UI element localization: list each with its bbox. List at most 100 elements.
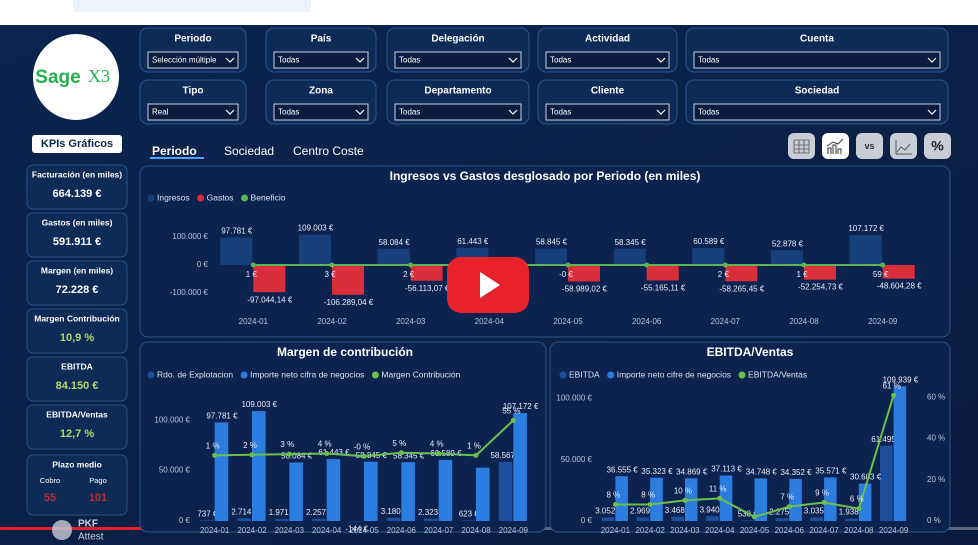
icon-combo <box>826 138 844 154</box>
filter-dropdown[interactable] <box>147 103 239 121</box>
kpi-card <box>26 164 128 210</box>
data-label: 58.345 € <box>393 451 425 460</box>
y-tick-label: 100.000 € <box>556 394 592 403</box>
view-button[interactable] <box>856 133 883 159</box>
line-point <box>398 450 404 456</box>
bar <box>410 265 443 281</box>
bar <box>754 478 768 521</box>
x-tick-label: 2024-05 <box>553 317 583 326</box>
data-label: 55 % <box>502 406 520 415</box>
data-label: 1.938 € <box>839 508 866 517</box>
footer-name: Attest <box>78 532 104 543</box>
kpi-card <box>26 308 128 354</box>
filter-value: Todas <box>278 56 299 65</box>
top-box <box>73 0 311 12</box>
section-button[interactable] <box>32 135 122 153</box>
legend-label: Importe neto cifre de negocios <box>617 369 731 379</box>
bar <box>568 265 601 282</box>
bar <box>326 459 341 521</box>
filter-dropdown[interactable] <box>147 51 239 69</box>
data-label: 623 € <box>459 509 480 518</box>
filter-dropdown[interactable] <box>545 103 670 121</box>
data-label: 34.352 € <box>780 468 812 477</box>
filter-dropdown[interactable] <box>394 51 522 69</box>
y-tick-label: 100.000 € <box>154 415 190 424</box>
logo-product: X3 <box>88 66 110 86</box>
legend-marker <box>197 194 205 202</box>
kpi-card <box>26 404 128 450</box>
data-label: 97.781 € <box>221 227 253 236</box>
x-tick-label: 2024-09 <box>879 526 909 535</box>
logo-brand: Sage <box>35 67 80 88</box>
data-label: 2.969 € <box>630 506 657 515</box>
line-point <box>856 506 862 512</box>
bar <box>364 461 378 521</box>
data-label: 4 % <box>318 440 332 449</box>
y2-tick-label: 20 % <box>927 475 945 484</box>
plazo-label: Pago <box>89 476 107 485</box>
bar <box>740 520 754 521</box>
legend-marker <box>607 371 615 379</box>
data-label: 97.781 € <box>206 412 238 421</box>
data-label: 109.003 € <box>241 400 277 409</box>
legend-label: EBITDA/Ventas <box>748 369 807 379</box>
filter-label: Tipo <box>183 86 204 97</box>
tab[interactable]: Periodo <box>152 144 197 158</box>
data-label: 737 € <box>197 509 218 518</box>
data-label: 37.113 € <box>711 465 742 474</box>
bar <box>601 517 615 521</box>
filter-dropdown[interactable] <box>273 51 369 69</box>
filter-chevron <box>927 57 937 63</box>
tab[interactable]: Centro Coste <box>293 144 364 158</box>
filter-label: Delegación <box>431 34 484 45</box>
tab[interactable]: Sociedad <box>224 144 274 158</box>
data-label: -48.604,28 € <box>877 282 922 291</box>
filter-dropdown[interactable] <box>693 103 941 121</box>
data-label: 61 % <box>882 381 900 390</box>
line-point <box>329 262 335 268</box>
legend-label: Gastos <box>207 192 234 202</box>
filter-dropdown[interactable] <box>394 103 522 121</box>
legend-label: Margen Contribución <box>381 369 460 379</box>
filter-chevron <box>656 57 666 63</box>
bar <box>498 461 513 521</box>
line-point <box>436 450 442 456</box>
x-tick-label: 2024-07 <box>711 317 741 326</box>
data-label: -0 % <box>354 442 370 451</box>
data-label: 34.869 € <box>676 467 708 476</box>
line-point <box>891 392 897 398</box>
filter-chevron <box>927 109 937 115</box>
bar <box>332 265 365 295</box>
data-label: 10 % <box>674 487 692 496</box>
x-tick-label: 2024-06 <box>775 526 805 535</box>
kpi-value: 10,9 % <box>60 332 94 344</box>
line-point <box>510 417 516 423</box>
plazo-label: Cobro <box>40 476 60 485</box>
chart-title: Ingresos vs Gastos desglosado por Period… <box>390 169 701 183</box>
view-button[interactable] <box>924 133 951 159</box>
kpi-value: 591.911 € <box>53 236 101 248</box>
x-tick-label: 2024-04 <box>705 526 735 535</box>
chart-panel <box>549 341 951 533</box>
bar <box>858 483 872 521</box>
line-point <box>801 262 807 268</box>
bar <box>845 518 858 521</box>
line-point <box>212 452 218 458</box>
filter-dropdown[interactable] <box>693 51 941 69</box>
view-button[interactable] <box>788 133 815 159</box>
view-button[interactable] <box>890 133 917 159</box>
chart-title: Margen de contribución <box>277 345 413 359</box>
legend-marker <box>241 194 249 202</box>
data-label: -97.044,14 € <box>247 295 292 304</box>
bar <box>810 517 824 521</box>
filter-dropdown[interactable] <box>273 103 369 121</box>
icon-line <box>895 140 912 155</box>
filter-dropdown[interactable] <box>545 51 670 69</box>
chart-title: EBITDA/Ventas <box>707 345 794 359</box>
line-point <box>286 451 292 457</box>
filter-chevron <box>508 57 518 63</box>
x-tick-label: 2024-02 <box>635 526 665 535</box>
play-icon <box>480 272 500 298</box>
button-label: % <box>931 138 944 154</box>
